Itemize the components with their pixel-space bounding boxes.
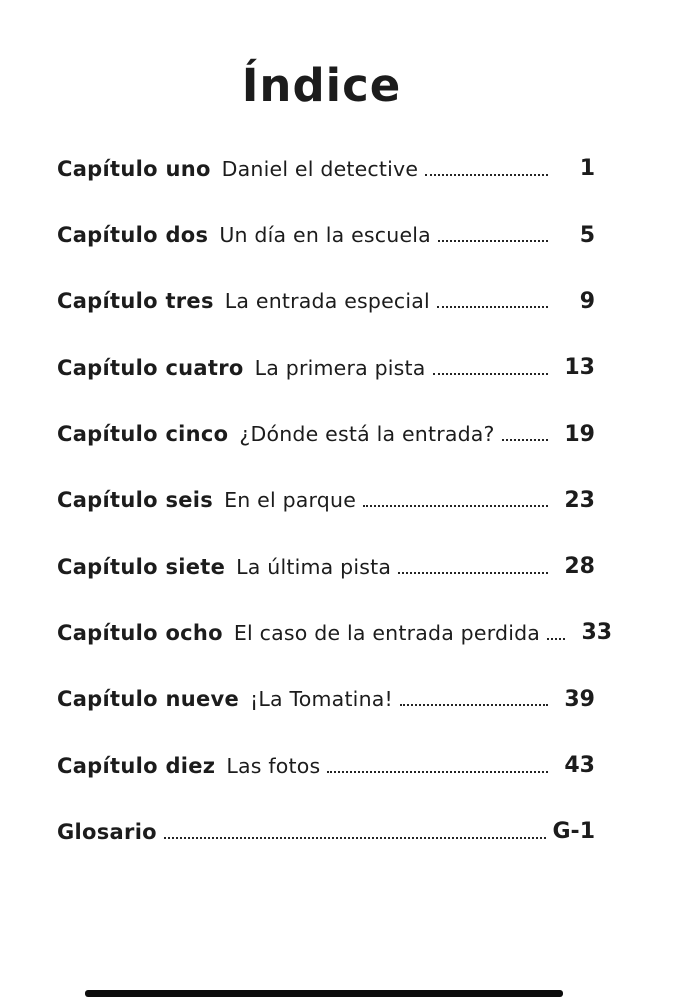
dotted-leader bbox=[398, 571, 548, 574]
bottom-scan-bar bbox=[85, 990, 563, 997]
chapter-label: Capítulo uno bbox=[57, 156, 211, 181]
chapter-subtitle: Las fotos bbox=[226, 753, 321, 778]
dotted-leader bbox=[437, 240, 548, 243]
toc-row: Capítulo uno Daniel el detective 1 bbox=[57, 136, 595, 202]
page-number: 13 bbox=[564, 355, 595, 381]
page-number: 23 bbox=[564, 487, 595, 513]
page-number: 43 bbox=[564, 753, 595, 779]
chapter-label: Capítulo cuatro bbox=[57, 355, 244, 380]
chapter-subtitle: La entrada especial bbox=[224, 289, 430, 314]
dotted-leader bbox=[436, 306, 548, 309]
page-number: G-1 bbox=[552, 819, 596, 845]
page-number: 9 bbox=[579, 288, 595, 314]
chapter-label: Capítulo tres bbox=[57, 289, 214, 314]
chapter-label: Capítulo seis bbox=[57, 488, 214, 513]
dotted-leader bbox=[547, 637, 566, 640]
toc-list: Capítulo uno Daniel el detective 1 Capít… bbox=[0, 136, 683, 865]
chapter-subtitle: La última pista bbox=[236, 554, 392, 579]
page-number: 28 bbox=[564, 554, 595, 580]
chapter-label: Capítulo nueve bbox=[57, 687, 240, 712]
page-number: 5 bbox=[579, 222, 595, 248]
dotted-leader bbox=[399, 704, 548, 707]
dotted-leader bbox=[327, 770, 548, 773]
toc-row-glossary: Glosario G-1 bbox=[57, 799, 595, 865]
chapter-subtitle: La primera pista bbox=[254, 355, 426, 380]
page-number: 1 bbox=[579, 156, 595, 182]
chapter-subtitle: Un día en la escuela bbox=[219, 223, 431, 248]
dotted-leader bbox=[363, 505, 548, 508]
toc-row: Capítulo cinco ¿Dónde está la entrada? 1… bbox=[57, 401, 595, 467]
chapter-subtitle: Daniel el detective bbox=[221, 156, 419, 181]
chapter-label: Capítulo diez bbox=[57, 753, 216, 778]
toc-row: Capítulo dos Un día en la escuela 5 bbox=[57, 202, 595, 268]
dotted-leader bbox=[432, 372, 548, 375]
page-number: 33 bbox=[581, 620, 613, 646]
toc-row: Capítulo nueve ¡La Tomatina! 39 bbox=[57, 666, 595, 732]
dotted-leader bbox=[163, 836, 546, 839]
page-number: 19 bbox=[564, 421, 595, 447]
chapter-subtitle: ¡La Tomatina! bbox=[250, 687, 393, 712]
chapter-subtitle: ¿Dónde está la entrada? bbox=[239, 422, 495, 447]
dotted-leader bbox=[501, 439, 548, 442]
chapter-label: Capítulo ocho bbox=[57, 620, 223, 645]
chapter-subtitle: En el parque bbox=[224, 488, 357, 513]
toc-row: Capítulo seis En el parque 23 bbox=[57, 467, 595, 533]
glossary-label: Glosario bbox=[57, 819, 157, 844]
toc-row: Capítulo tres La entrada especial 9 bbox=[57, 268, 595, 334]
chapter-subtitle: El caso de la entrada perdida bbox=[233, 620, 541, 645]
toc-row: Capítulo ocho El caso de la entrada perd… bbox=[57, 600, 612, 666]
chapter-label: Capítulo dos bbox=[57, 223, 209, 248]
toc-row: Capítulo diez Las fotos 43 bbox=[57, 732, 595, 798]
toc-row: Capítulo siete La última pista 28 bbox=[57, 534, 595, 600]
dotted-leader bbox=[425, 173, 548, 176]
page-number: 39 bbox=[564, 686, 595, 712]
chapter-label: Capítulo cinco bbox=[57, 422, 229, 447]
page-title: Índice bbox=[241, 59, 402, 112]
toc-row: Capítulo cuatro La primera pista 13 bbox=[57, 335, 595, 401]
chapter-label: Capítulo siete bbox=[57, 554, 226, 579]
